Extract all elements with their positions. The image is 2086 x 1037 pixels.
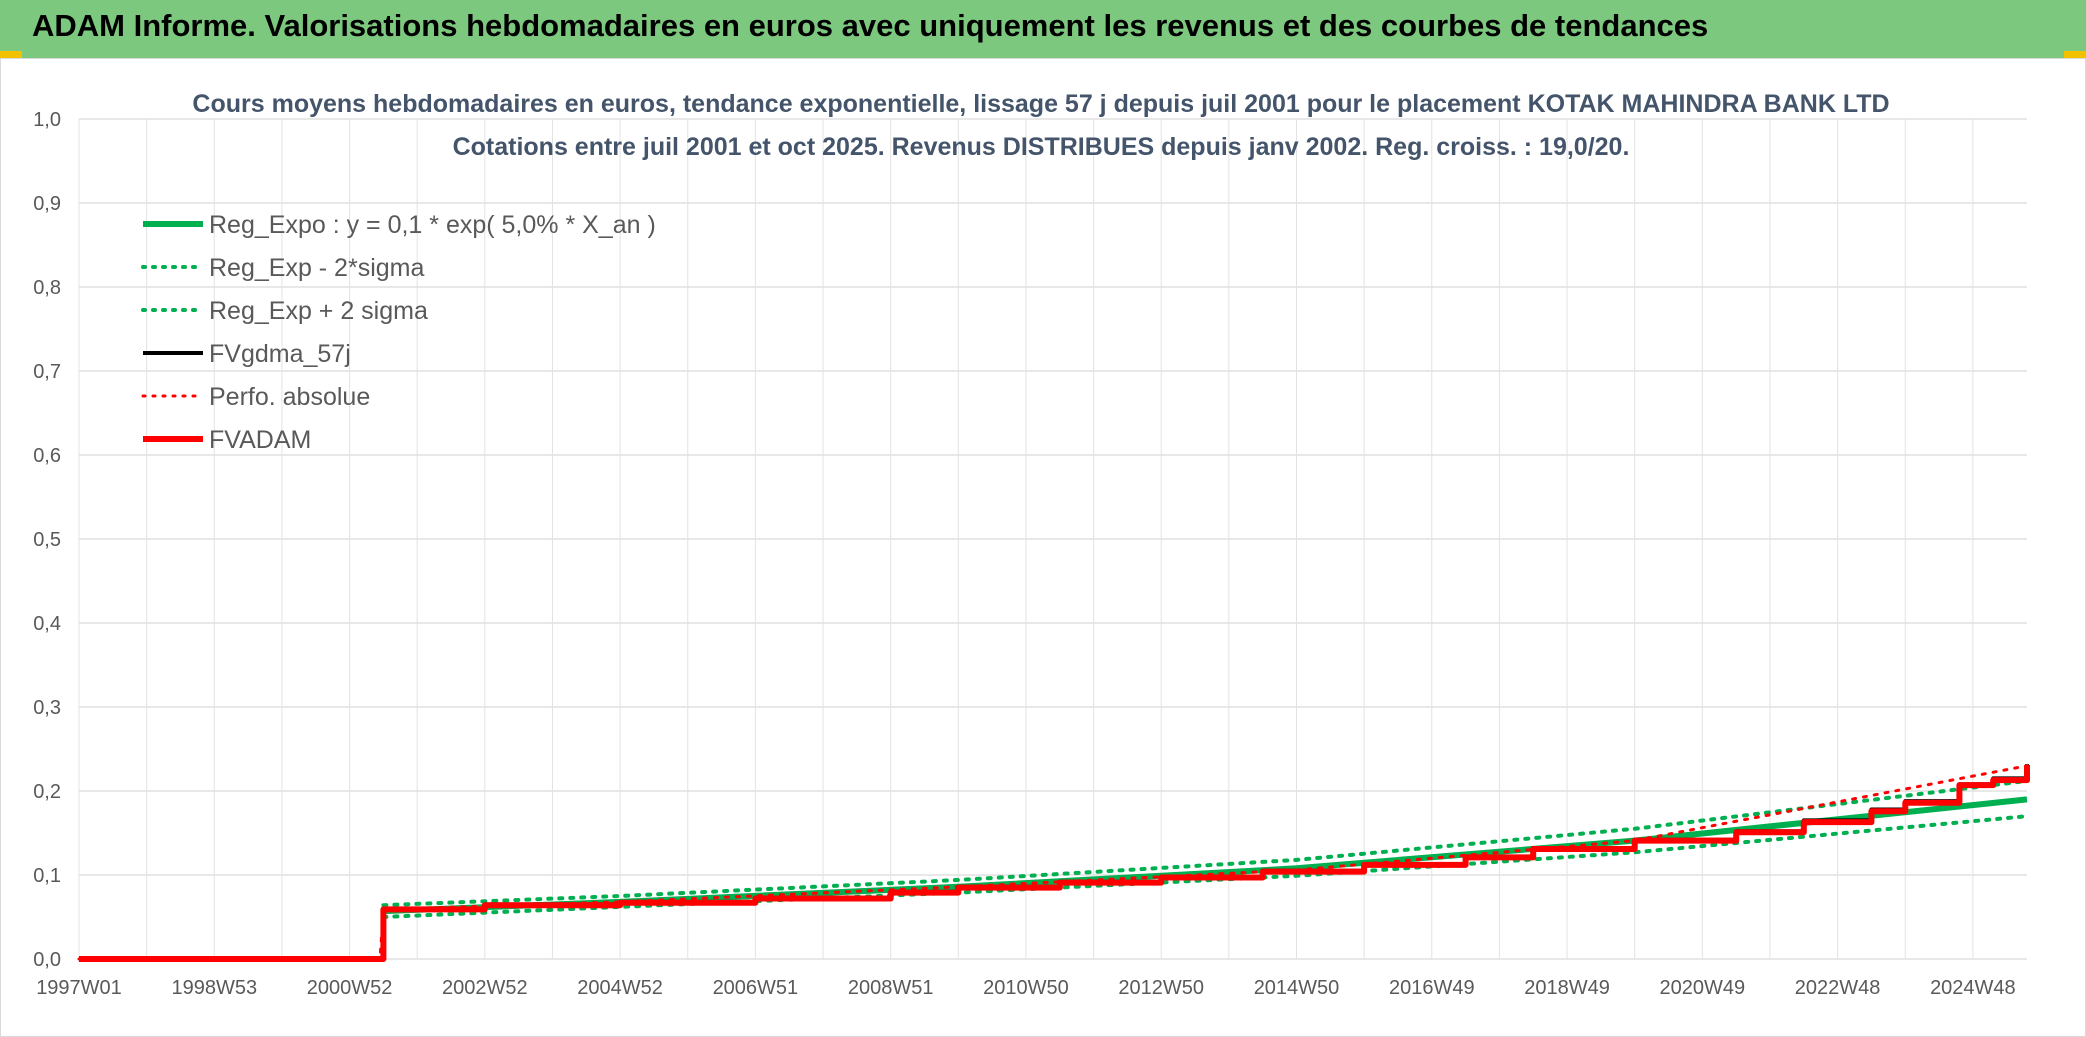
report-banner: ADAM Informe. Valorisations hebdomadaire…: [0, 0, 2086, 58]
y-axis-ticks: 0,0 0,1 0,2 0,3 0,4 0,5 0,6 0,7 0,8 0,9 1,0: [33, 109, 61, 971]
report-title: ADAM Informe. Valorisations hebdomadaire…: [32, 8, 1709, 43]
series-line-2: [381, 778, 2029, 908]
y-tick-label: 0,8: [33, 277, 61, 299]
y-tick-label: 0,2: [33, 781, 61, 803]
x-tick-label: 1997W01: [36, 977, 122, 999]
x-tick-label: 2002W52: [442, 977, 528, 999]
x-tick-label: 2008W51: [848, 977, 934, 999]
line-chart: Cours moyens hebdomadaires en euros, ten…: [33, 90, 2030, 999]
x-tick-label: 2006W51: [713, 977, 799, 999]
legend-label: FVgdma_57j: [209, 340, 351, 368]
x-tick-label: 2000W52: [307, 977, 393, 999]
legend-label: FVADAM: [209, 426, 311, 454]
y-tick-label: 0,9: [33, 193, 61, 215]
y-tick-label: 0,4: [33, 613, 61, 635]
series-line-0: [383, 796, 2028, 915]
chart-title: Cours moyens hebdomadaires en euros, ten…: [192, 90, 1889, 161]
x-tick-label: 2016W49: [1389, 977, 1475, 999]
x-tick-label: 2010W50: [983, 977, 1069, 999]
corner-accent-right: [2064, 51, 2086, 58]
x-tick-label: 2018W49: [1524, 977, 1610, 999]
y-tick-label: 0,1: [33, 865, 61, 887]
legend-label: Reg_Exp - 2*sigma: [209, 254, 424, 282]
chart-area: Cours moyens hebdomadaires en euros, ten…: [0, 58, 2086, 1037]
x-axis-ticks: 1997W01 1998W53 2000W52 2002W52 2004W52 2006W…: [36, 977, 2016, 999]
legend-label: Perfo. absolue: [209, 383, 370, 411]
series-line-5: [79, 765, 2030, 962]
y-tick-label: 0,6: [33, 445, 61, 467]
y-tick-label: 0,5: [33, 529, 61, 551]
x-tick-label: 2022W48: [1795, 977, 1881, 999]
series-lines: [77, 764, 2030, 962]
legend-label: Reg_Exp + 2 sigma: [209, 297, 428, 325]
series-line-4: [77, 764, 2029, 961]
y-tick-label: 0,7: [33, 361, 61, 383]
corner-accent-left: [0, 51, 22, 58]
x-tick-label: 2024W48: [1930, 977, 2016, 999]
chart-title-line-2: Cotations entre juil 2001 et oct 2025. R…: [453, 133, 1630, 161]
series-line-3: [79, 764, 2029, 961]
x-tick-label: 2004W52: [577, 977, 663, 999]
x-tick-label: 1998W53: [171, 977, 257, 999]
series-line-1: [381, 814, 2029, 919]
y-tick-label: 0,3: [33, 697, 61, 719]
y-tick-label: 1,0: [33, 109, 61, 131]
x-tick-label: 2014W50: [1254, 977, 1340, 999]
legend-label: Reg_Expo : y = 0,1 * exp( 5,0% * X_an ): [209, 211, 656, 239]
legend: Reg_Expo : y = 0,1 * exp( 5,0% * X_an ) R…: [141, 211, 656, 454]
y-tick-label: 0,0: [33, 949, 61, 971]
chart-title-line-1: Cours moyens hebdomadaires en euros, ten…: [192, 90, 1889, 118]
x-tick-label: 2020W49: [1660, 977, 1746, 999]
x-tick-label: 2012W50: [1118, 977, 1204, 999]
